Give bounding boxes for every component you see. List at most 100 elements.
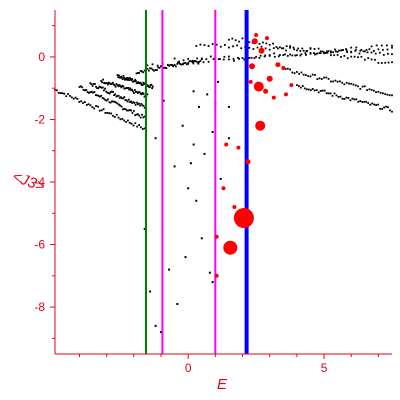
band-point	[125, 78, 128, 81]
band-point	[158, 66, 161, 69]
band-point	[309, 75, 312, 78]
band-point	[330, 54, 332, 57]
band-point	[78, 86, 81, 88]
band-point	[151, 87, 153, 90]
y-axis-title: <J3>	[10, 168, 47, 195]
band-point	[84, 101, 86, 103]
y-tick-label: -4	[34, 175, 45, 189]
band-point	[260, 45, 263, 48]
band-point	[234, 39, 237, 42]
band-point	[105, 90, 108, 93]
band-point	[359, 88, 362, 90]
band-point	[301, 85, 304, 87]
band-point	[300, 53, 303, 56]
vertical-lines-layer	[145, 10, 249, 354]
band-point	[141, 84, 144, 86]
band-point	[319, 50, 322, 53]
band-point	[196, 61, 199, 64]
band-point	[391, 53, 393, 56]
band-point	[111, 81, 114, 84]
band-point	[149, 86, 151, 88]
band-point	[121, 97, 123, 100]
band-point	[377, 103, 379, 106]
band-point	[343, 55, 346, 57]
band-point	[130, 109, 132, 112]
band-point	[56, 89, 58, 92]
scatter-point	[198, 105, 200, 108]
band-point	[130, 100, 132, 103]
band-point	[126, 100, 129, 103]
band-point	[134, 78, 137, 81]
band-point	[333, 92, 336, 95]
band-point	[316, 52, 319, 55]
band-point	[347, 97, 350, 99]
band-point	[195, 45, 198, 47]
band-point	[122, 108, 124, 111]
band-point	[325, 92, 328, 95]
band-point	[284, 53, 286, 56]
scatter-point	[154, 137, 157, 140]
band-point	[116, 74, 119, 76]
band-point	[134, 122, 137, 125]
band-point	[215, 43, 218, 46]
band-point	[92, 83, 95, 85]
band-point	[132, 110, 135, 112]
band-point	[346, 57, 349, 60]
band-point	[59, 92, 62, 94]
band-point	[309, 52, 312, 55]
band-point	[101, 97, 104, 99]
band-point	[370, 51, 373, 54]
band-point	[307, 88, 310, 91]
band-point	[107, 83, 109, 86]
band-point	[103, 82, 105, 84]
band-point	[131, 112, 134, 114]
band-point	[273, 55, 276, 58]
band-point	[109, 83, 112, 85]
band-point	[377, 90, 380, 93]
band-point	[134, 114, 137, 117]
band-point	[115, 113, 118, 116]
band-point	[231, 37, 234, 40]
band-point	[126, 77, 128, 79]
band-point	[367, 102, 370, 104]
band-point	[350, 55, 353, 58]
band-point	[241, 57, 244, 59]
band-point	[67, 93, 69, 95]
band-point	[113, 100, 116, 103]
scatter-point	[149, 290, 152, 293]
band-point	[151, 63, 154, 66]
band-point	[113, 94, 115, 96]
band-point	[118, 96, 121, 99]
band-point	[142, 71, 145, 74]
band-point	[228, 58, 230, 61]
band-point	[108, 112, 111, 115]
band-point	[277, 47, 279, 50]
band-point	[258, 57, 261, 59]
band-point	[143, 106, 146, 109]
band-point	[296, 49, 298, 52]
band-point	[319, 90, 322, 92]
band-point	[172, 64, 174, 67]
band-point	[139, 104, 142, 107]
scatter-points-layer	[143, 80, 230, 334]
band-point	[354, 50, 357, 52]
band-point	[346, 51, 349, 53]
band-point	[129, 77, 131, 79]
band-point	[248, 41, 251, 44]
band-point	[370, 58, 373, 61]
band-point	[342, 49, 344, 51]
scatter-point	[162, 99, 165, 102]
scatter-point	[211, 131, 214, 133]
red-point	[245, 159, 251, 165]
band-point	[357, 100, 360, 103]
band-point	[339, 80, 341, 83]
band-point	[334, 79, 337, 82]
band-point	[124, 78, 126, 81]
band-point	[188, 60, 191, 63]
red-point	[233, 208, 254, 228]
band-point	[142, 81, 145, 84]
band-point	[191, 60, 194, 63]
band-point	[359, 49, 362, 52]
band-point	[240, 47, 243, 50]
red-point	[251, 38, 258, 45]
